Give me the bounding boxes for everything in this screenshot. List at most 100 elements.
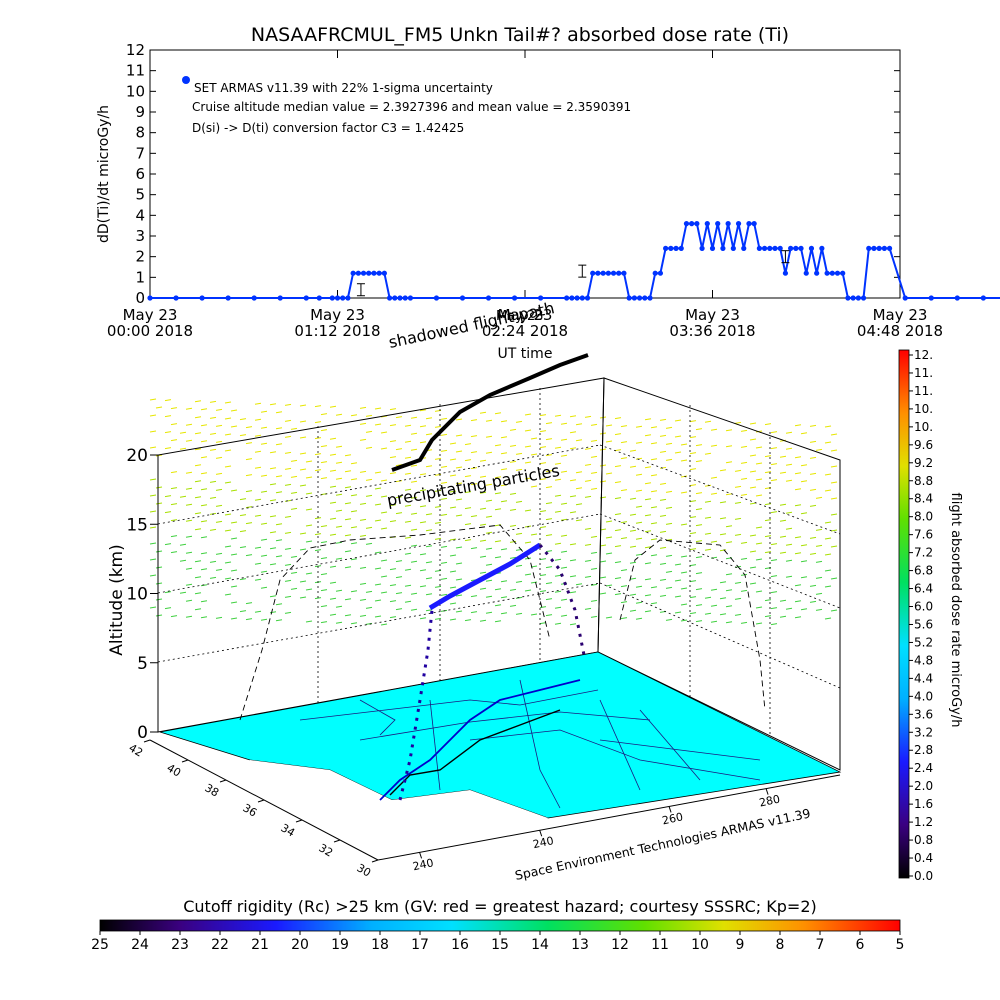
dose-field-dash xyxy=(314,421,322,424)
dose-field-dash xyxy=(149,494,157,497)
rigidity-colorbar-tick-label: 25 xyxy=(91,937,109,953)
dose-field-dash xyxy=(224,545,232,548)
dose-field-dash xyxy=(305,540,313,543)
dose-field-dash xyxy=(449,570,457,573)
data-point xyxy=(636,295,643,301)
dose-field-dash xyxy=(539,606,547,609)
dose-field-dash xyxy=(365,430,373,433)
dose-field-dash xyxy=(374,567,382,570)
dose-field-dash xyxy=(734,517,742,520)
data-point xyxy=(746,221,752,227)
dose-field-dash xyxy=(329,453,337,456)
data-point xyxy=(147,295,153,301)
dose-field-dash xyxy=(170,423,178,426)
dose-field-dash xyxy=(524,541,532,544)
dose-field-dash xyxy=(755,558,763,561)
dose-field-dash xyxy=(509,460,517,463)
dose-field-dash xyxy=(365,590,373,593)
dose-field-dash xyxy=(404,520,412,523)
dose-field-dash xyxy=(749,534,757,537)
dose-field-dash xyxy=(440,481,448,484)
dose-field-dash xyxy=(554,622,562,625)
dose-field-dash xyxy=(500,452,508,455)
dose-field-dash xyxy=(614,449,622,452)
dose-field-dash xyxy=(830,449,838,452)
dose-field-dash xyxy=(389,616,397,619)
dose-field-dash xyxy=(584,415,592,418)
y-tick-label: 11 xyxy=(126,62,145,80)
data-point xyxy=(584,295,591,301)
dose-field-dash xyxy=(374,599,382,602)
dose-field-dash xyxy=(359,438,367,441)
dose-field-dash xyxy=(584,607,592,610)
dose-field-dash xyxy=(575,583,583,586)
dose-field-dash xyxy=(209,400,217,403)
dose-field-dash xyxy=(680,555,688,558)
dose-field-dash xyxy=(260,474,268,477)
data-point xyxy=(751,221,757,227)
dose-field-dash xyxy=(320,621,328,624)
dose-field-dash xyxy=(269,547,277,550)
dose-colorbar-tick-label: 4.8 xyxy=(914,653,933,667)
dose-field-dash xyxy=(635,521,643,524)
dose-field-dash xyxy=(155,550,163,553)
latitude-tick xyxy=(181,759,189,763)
data-point xyxy=(814,270,820,276)
dose-field-dash xyxy=(290,459,298,462)
dose-field-dash xyxy=(554,414,562,417)
dose-field-dash xyxy=(389,568,397,571)
dose-field-dash xyxy=(704,548,712,551)
dose-field-dash xyxy=(659,482,667,485)
dose-field-dash xyxy=(449,442,457,445)
dose-field-dash xyxy=(599,576,607,579)
dose-field-dash xyxy=(530,485,538,488)
dose-field-dash xyxy=(224,513,232,516)
dose-field-dash xyxy=(644,418,652,421)
dose-field-dash xyxy=(659,530,667,533)
data-point xyxy=(730,245,736,251)
dose-field-dash xyxy=(440,513,448,516)
dose-field-dash xyxy=(479,555,487,558)
data-point xyxy=(199,295,205,301)
latitude-tick xyxy=(257,799,265,803)
dose-field-dash xyxy=(365,414,373,417)
dose-field-dash xyxy=(545,534,553,537)
dose-field-dash xyxy=(680,459,688,462)
dose-field-dash xyxy=(350,510,358,513)
dose-field-dash xyxy=(389,584,397,587)
dose-field-dash xyxy=(194,576,202,579)
dose-field-dash xyxy=(764,551,772,554)
dose-field-dash xyxy=(374,471,382,474)
dose-field-dash xyxy=(620,521,628,524)
dose-field-dash xyxy=(185,615,193,618)
dose-field-dash xyxy=(545,422,553,425)
data-point xyxy=(834,270,841,276)
dose-field-dash xyxy=(569,495,577,498)
dose-field-dash xyxy=(164,415,172,418)
dose-field-dash xyxy=(494,476,502,479)
dose-field-dash xyxy=(500,612,508,615)
data-point xyxy=(433,295,440,301)
x-tick-label-date: May 23 xyxy=(498,306,553,324)
dose-field-dash xyxy=(185,471,193,474)
dose-field-dash xyxy=(185,407,193,410)
dose-field-dash xyxy=(740,573,748,576)
dose-field-dash xyxy=(560,454,568,457)
dose-field-dash xyxy=(794,456,802,459)
series-points xyxy=(147,221,986,301)
data-point xyxy=(694,221,700,227)
dose-colorbar-ticks: 12. 11. 11. 10. 10. 9.6 9.2 8.8 8.4 8.0 7.6 7.2 6.8 6… xyxy=(909,348,933,883)
dose-field-dash xyxy=(485,579,493,582)
dose-field-dash xyxy=(380,431,388,434)
dose-field-dash xyxy=(614,481,622,484)
data-point xyxy=(579,295,585,301)
data-point xyxy=(511,295,518,301)
dose-field-dash xyxy=(755,606,763,609)
dose-field-dash xyxy=(275,475,283,478)
dose-field-dash xyxy=(290,555,298,558)
dose-field-dash xyxy=(680,523,688,526)
dose-field-dash xyxy=(824,553,832,556)
dose-field-dash xyxy=(485,611,493,614)
dose-field-dash xyxy=(305,476,313,479)
altitude-tick-label: 0 xyxy=(137,723,148,743)
